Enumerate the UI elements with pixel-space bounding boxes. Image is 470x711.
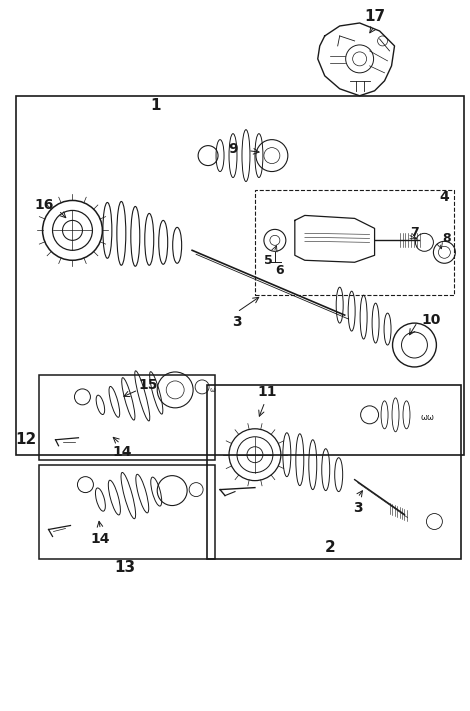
Text: 5: 5 [264,254,272,267]
Text: 1: 1 [150,98,160,113]
Text: 4: 4 [439,191,449,205]
Bar [207,385,462,560]
Text: 14: 14 [91,533,110,547]
Text: 13: 13 [115,560,136,575]
Text: 16: 16 [35,198,54,213]
Text: ωω: ωω [421,413,434,422]
Text: 8: 8 [442,232,451,245]
Text: 3: 3 [353,501,362,515]
Bar [39,465,215,560]
Text: 9: 9 [228,141,238,156]
Text: 2: 2 [324,540,335,555]
Text: ω: ω [209,387,215,393]
Bar [255,191,454,295]
Text: 11: 11 [257,385,277,399]
Bar [16,96,464,455]
Text: 12: 12 [15,432,36,447]
Text: 14: 14 [113,444,132,459]
Text: 7: 7 [410,226,419,239]
Bar [39,375,215,460]
Text: 6: 6 [275,264,284,277]
Text: 17: 17 [364,9,385,23]
Text: 3: 3 [232,315,242,329]
Text: 10: 10 [422,313,441,327]
Text: 15: 15 [139,378,158,392]
